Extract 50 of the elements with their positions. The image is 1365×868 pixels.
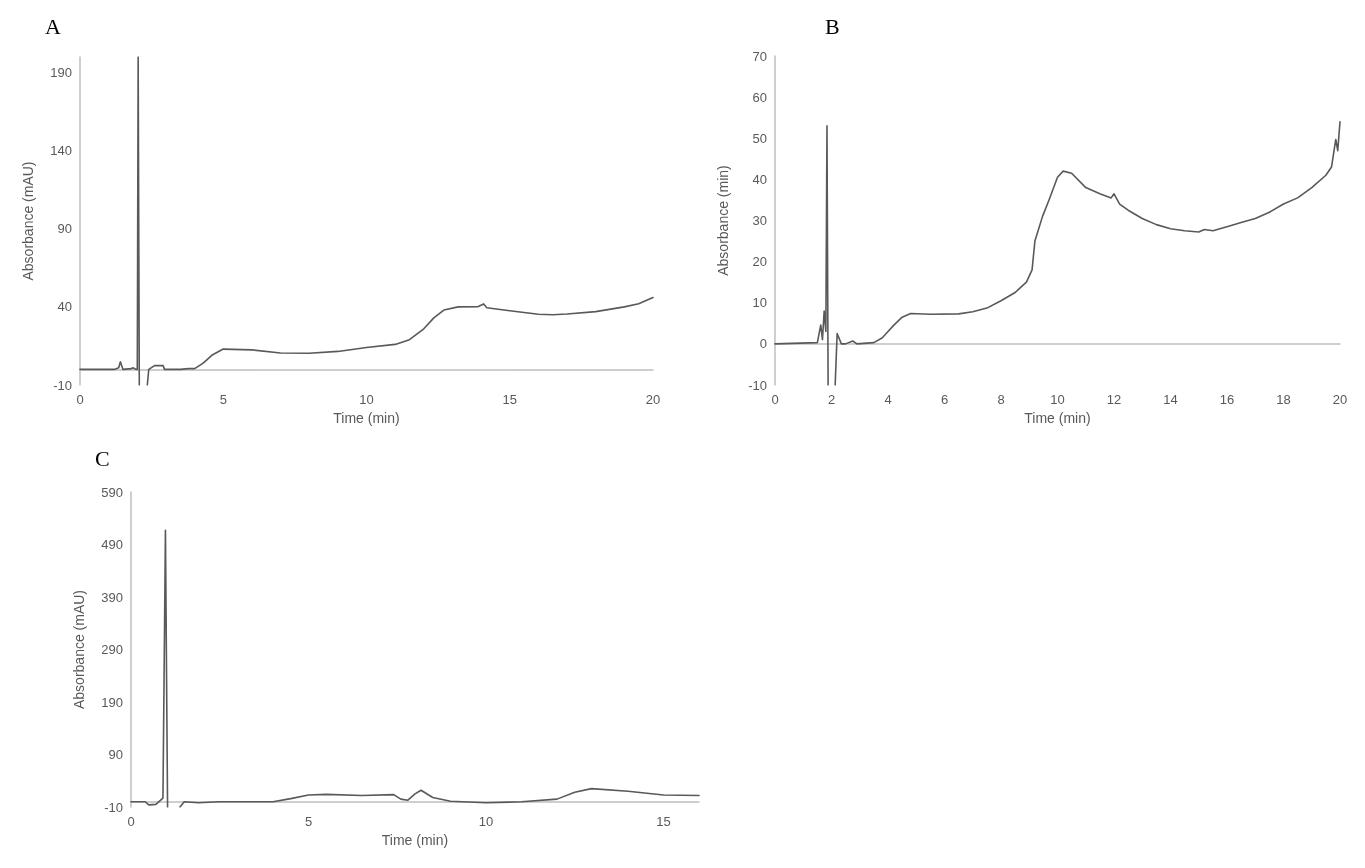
x-tick-label: 0 — [76, 392, 84, 407]
x-tick-label: 0 — [771, 392, 779, 407]
x-tick-label: 12 — [1106, 392, 1122, 407]
x-axis-title: Time (min) — [1024, 410, 1091, 426]
y-tick-label: 390 — [101, 589, 123, 605]
x-tick-label: 2 — [827, 392, 836, 407]
y-tick-label: 0 — [759, 336, 767, 352]
x-tick-label: 10 — [478, 814, 494, 829]
chart-title: B — [825, 13, 840, 39]
x-tick-label: 4 — [884, 392, 892, 407]
y-tick-label: 20 — [752, 254, 767, 270]
y-tick-label: -10 — [748, 377, 767, 393]
y-tick-label: 10 — [752, 295, 767, 311]
x-tick-label: 14 — [1163, 392, 1178, 407]
x-tick-label: 5 — [304, 814, 313, 829]
x-tick-label: 5 — [219, 392, 227, 407]
y-tick-label: 40 — [752, 171, 767, 187]
x-axis-title: Time (min) — [381, 832, 449, 848]
x-tick-label: 10 — [1050, 392, 1065, 407]
y-tick-label: 90 — [108, 747, 123, 762]
y-tick-label: 50 — [752, 130, 767, 146]
x-tick-label: 8 — [997, 392, 1005, 407]
y-tick-label: 190 — [50, 65, 72, 81]
x-tick-label: 20 — [645, 392, 661, 407]
y-tick-label: 140 — [50, 143, 72, 159]
y-tick-label: 190 — [101, 694, 123, 710]
x-tick-label: 16 — [1219, 392, 1235, 407]
y-tick-label: 30 — [752, 213, 767, 228]
chart-title: C — [95, 445, 110, 471]
x-axis-title: Time (min) — [333, 410, 400, 426]
y-tick-label: 490 — [101, 537, 123, 552]
y-axis-title: Absorbance (mAU) — [71, 589, 87, 710]
y-tick-label: -10 — [53, 377, 72, 393]
y-axis-title: Absorbance (min) — [715, 165, 731, 276]
y-tick-label: 590 — [101, 484, 123, 500]
y-axis-title: Absorbance (mAU) — [20, 161, 36, 281]
x-tick-label: 10 — [359, 392, 374, 407]
x-tick-label: 18 — [1276, 392, 1291, 407]
x-tick-label: 15 — [502, 392, 517, 407]
x-tick-label: 15 — [656, 814, 671, 829]
y-tick-label: 290 — [101, 642, 123, 657]
x-tick-label: 20 — [1332, 392, 1348, 407]
y-tick-label: 60 — [752, 89, 767, 105]
y-tick-label: 90 — [57, 221, 72, 237]
chart-title: A — [45, 13, 61, 39]
y-tick-label: 40 — [57, 299, 72, 315]
x-tick-label: 6 — [940, 392, 949, 407]
x-tick-label: 0 — [127, 814, 135, 829]
y-tick-label: -10 — [104, 799, 123, 815]
y-tick-label: 70 — [752, 48, 767, 64]
